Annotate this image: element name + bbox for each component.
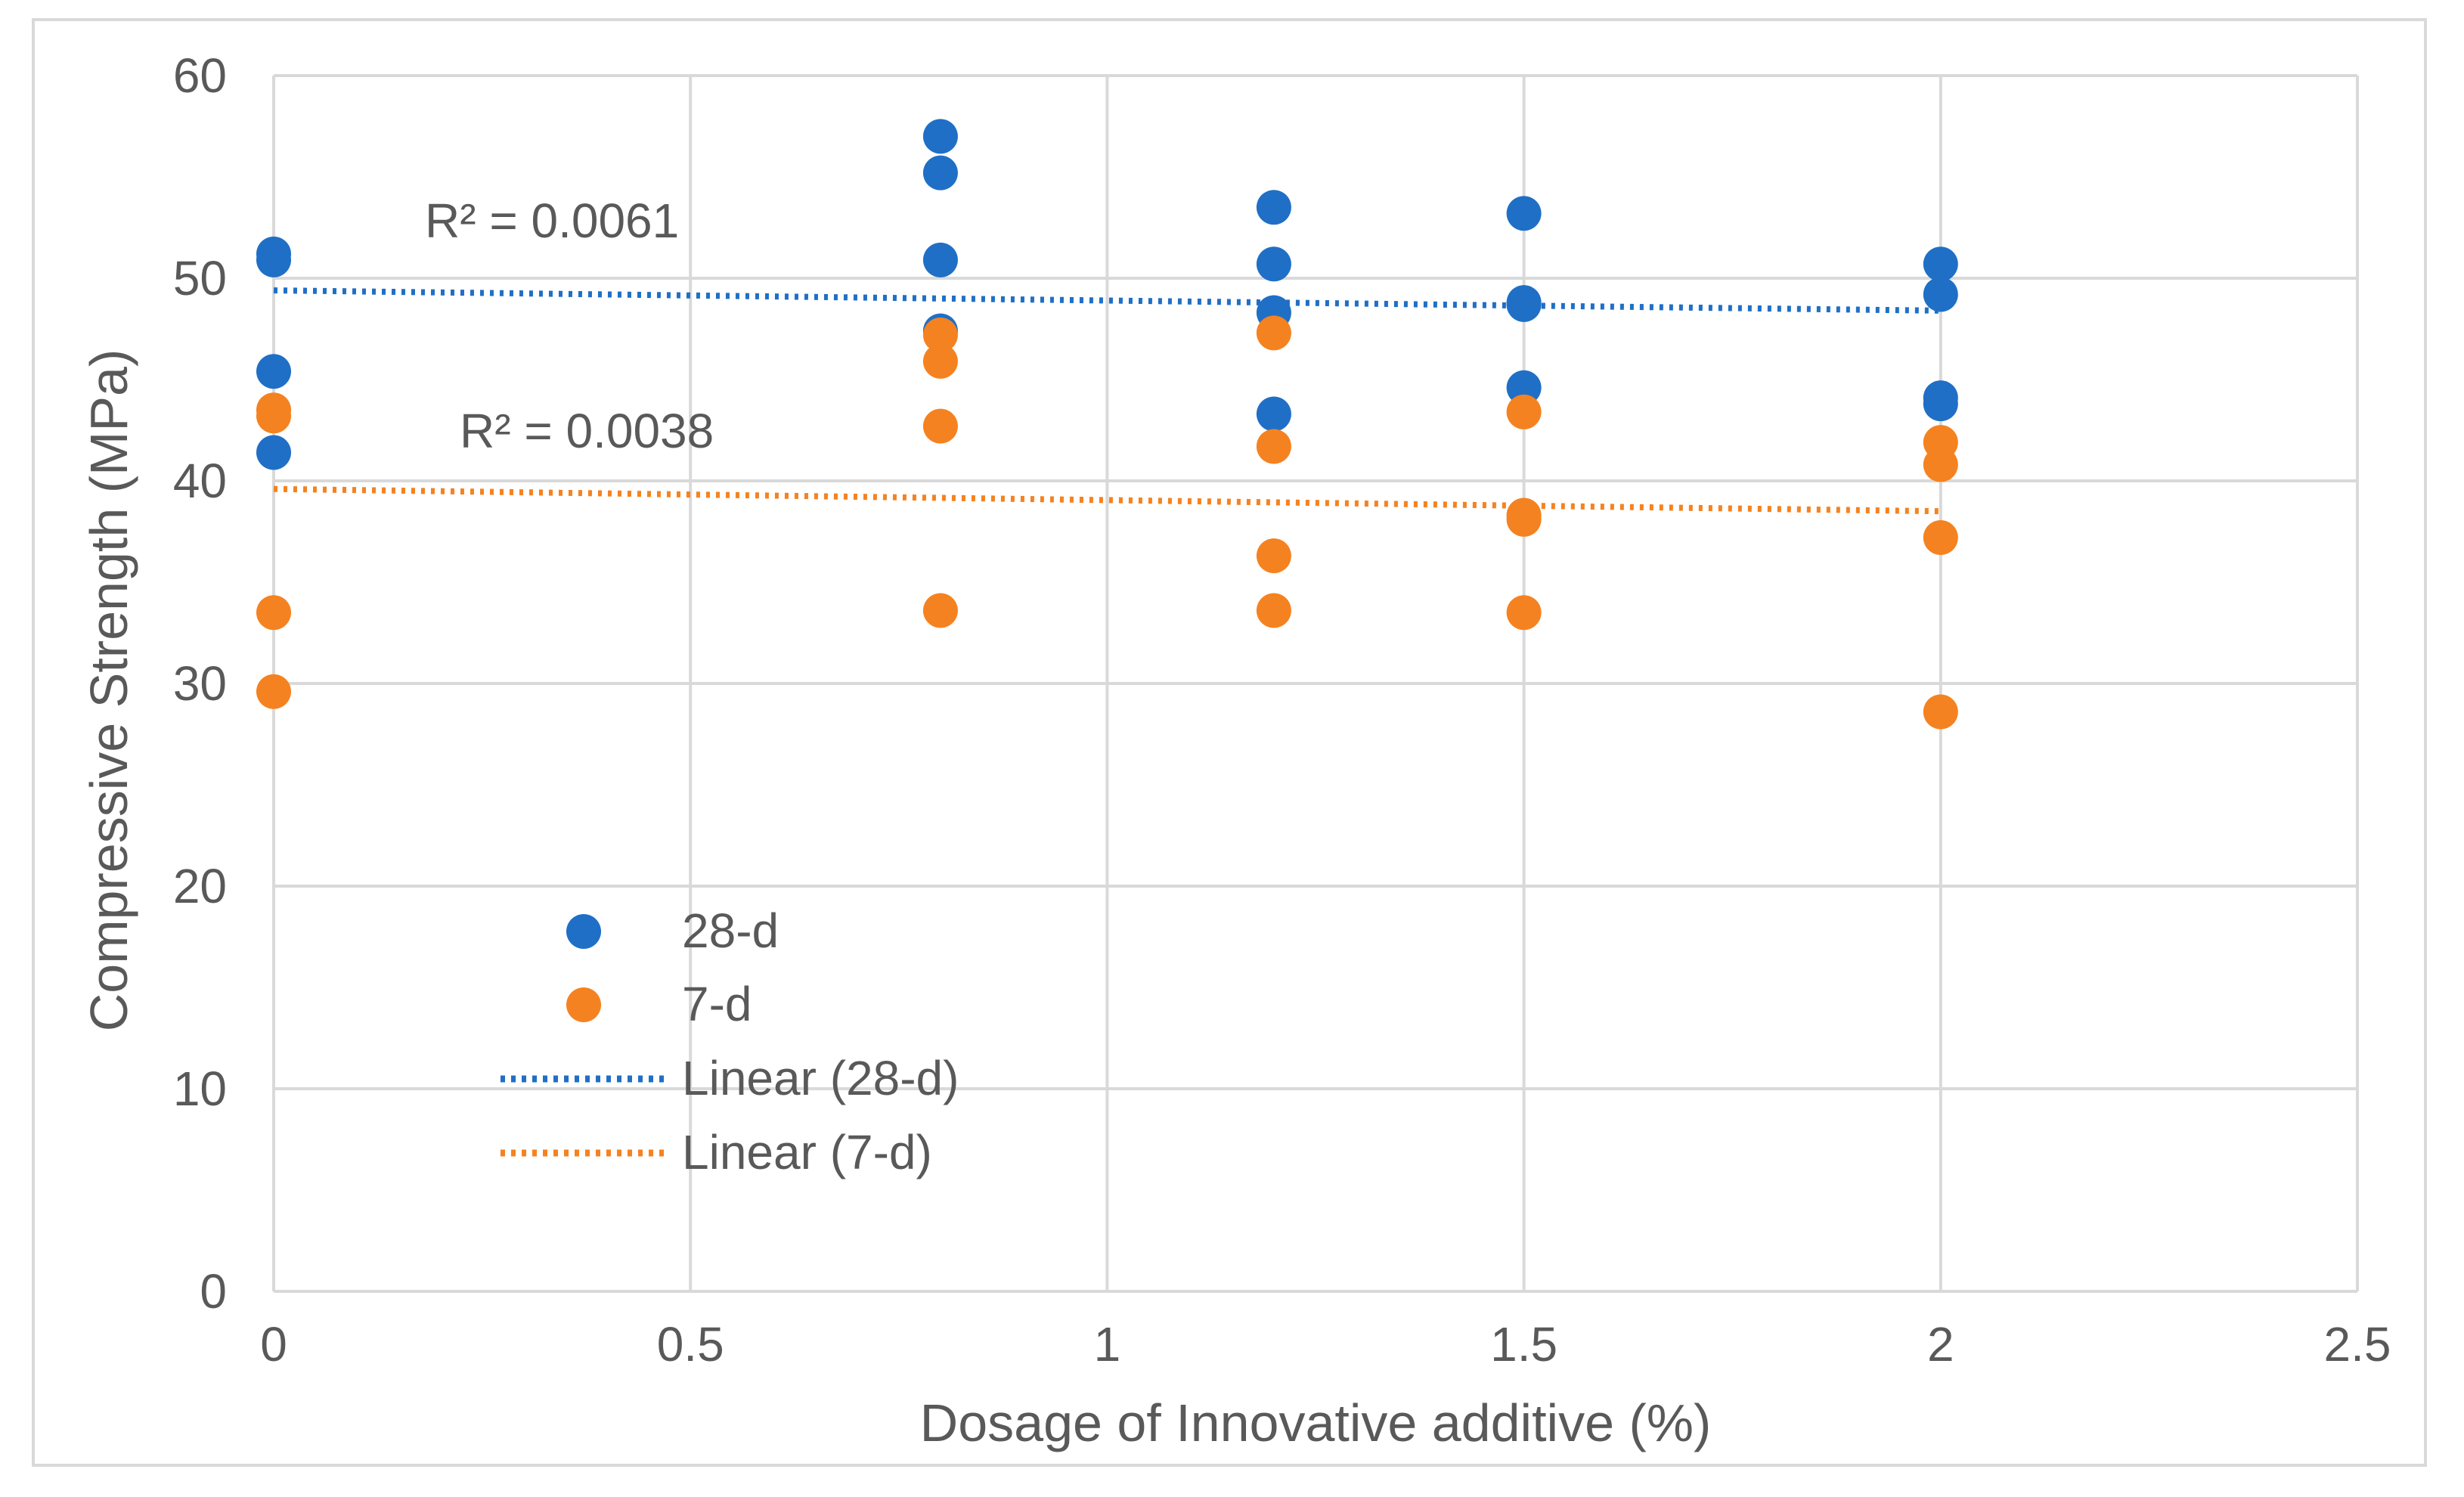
data-points (256, 119, 1958, 730)
point-28-d (1923, 246, 1958, 282)
trendline-7-d (273, 485, 1941, 515)
point-7-d (922, 408, 958, 444)
point-7-d (256, 398, 291, 434)
x-tick-label: 1.5 (1490, 1317, 1557, 1371)
point-7-d (1923, 520, 1958, 556)
r2-label-28-d: R² = 0.0061 (425, 194, 679, 248)
point-28-d (922, 155, 958, 191)
r2-label-7-d: R² = 0.0038 (460, 404, 714, 458)
point-28-d (1506, 370, 1542, 405)
point-7-d (256, 674, 291, 709)
point-28-d (1256, 246, 1291, 282)
point-7-d (1506, 501, 1542, 537)
point-7-d (256, 595, 291, 631)
point-7-d (922, 343, 958, 379)
legend-label-linear-28-d: Linear (28-d) (682, 1051, 959, 1105)
y-tick-label: 20 (173, 859, 227, 913)
point-28-d (1256, 396, 1291, 432)
y-tick-label: 40 (173, 454, 227, 508)
y-tick-label: 0 (200, 1264, 227, 1319)
y-axis-title: Compressive Strength (MPa) (79, 349, 138, 1032)
point-28-d (256, 354, 291, 389)
trendlines (273, 287, 1941, 515)
y-tick-label: 50 (173, 251, 227, 305)
r2-annotations: R² = 0.0061 R² = 0.0038 (425, 194, 714, 458)
point-28-d (256, 242, 291, 277)
x-tick-label: 1 (1094, 1317, 1121, 1371)
point-28-d (1506, 287, 1542, 322)
point-28-d (922, 119, 958, 154)
legend-marker-28-d (566, 914, 601, 949)
point-7-d (1506, 394, 1542, 429)
point-7-d (1256, 429, 1291, 464)
y-tick-label: 60 (173, 48, 227, 103)
x-tick-label: 0.5 (657, 1317, 724, 1371)
point-7-d (922, 593, 958, 628)
point-28-d (922, 242, 958, 277)
point-7-d (922, 318, 958, 353)
grid-lines (272, 74, 2359, 1293)
point-7-d (1256, 593, 1291, 628)
x-axis-title: Dosage of Innovative additive (%) (920, 1393, 1712, 1452)
legend-label-7-d: 7-d (682, 977, 752, 1031)
point-28-d (256, 435, 291, 470)
tick-labels: 0 10 20 30 40 50 60 0 0.5 1 1.5 2 2.5 (173, 48, 2391, 1371)
trendline-28-d (273, 287, 1941, 314)
x-tick-label: 2 (1927, 1317, 1954, 1371)
point-28-d (1923, 277, 1958, 312)
point-28-d (1256, 190, 1291, 225)
point-7-d (1923, 694, 1958, 730)
legend-marker-7-d (566, 987, 601, 1022)
legend: 28-d 7-d Linear (28-d) Linear (7-d) (501, 903, 959, 1179)
point-28-d (1506, 196, 1542, 231)
point-7-d (1256, 538, 1291, 574)
x-tick-label: 0 (260, 1317, 287, 1371)
point-7-d (1506, 595, 1542, 631)
legend-label-28-d: 28-d (682, 903, 779, 958)
y-tick-label: 10 (173, 1062, 227, 1116)
point-7-d (1923, 447, 1958, 482)
y-tick-label: 30 (173, 656, 227, 711)
x-tick-label: 2.5 (2324, 1317, 2391, 1371)
point-28-d (1923, 386, 1958, 422)
chart-frame (32, 18, 2427, 1467)
point-7-d (1256, 315, 1291, 351)
legend-label-linear-7-d: Linear (7-d) (682, 1125, 932, 1179)
